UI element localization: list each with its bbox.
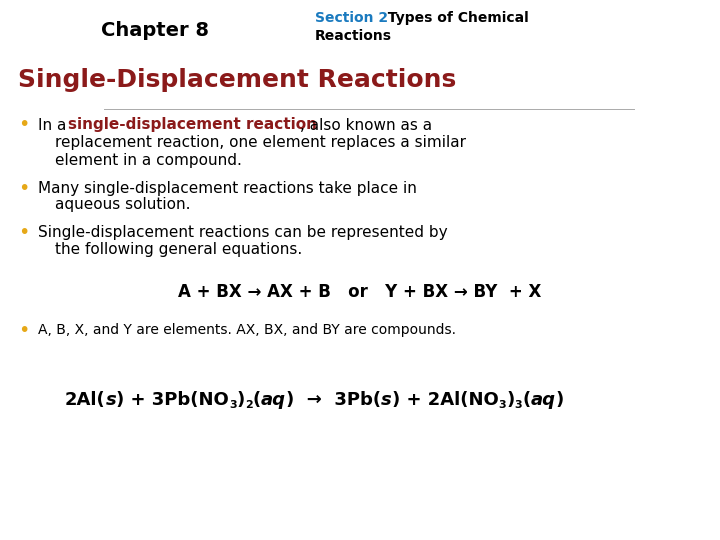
Text: ) + 2Al(NO: ) + 2Al(NO (392, 391, 499, 409)
Text: Reactions: Reactions (315, 29, 392, 43)
Text: 3: 3 (515, 400, 522, 410)
Text: s: s (382, 391, 392, 409)
Text: ): ) (506, 391, 515, 409)
Text: A, B, X, and Y are elements. AX, BX, and BY are compounds.: A, B, X, and Y are elements. AX, BX, and… (38, 323, 456, 337)
Text: 2Al(: 2Al( (65, 391, 106, 409)
Text: A + BX → AX + B   or   Y + BX → BY  + X: A + BX → AX + B or Y + BX → BY + X (179, 283, 541, 301)
Text: Single-displacement reactions can be represented by: Single-displacement reactions can be rep… (38, 226, 448, 240)
Text: , also known as a: , also known as a (300, 118, 432, 132)
Text: single-displacement reaction: single-displacement reaction (68, 118, 317, 132)
Text: (: ( (522, 391, 531, 409)
Text: Section 2: Section 2 (315, 11, 388, 25)
Text: the following general equations.: the following general equations. (55, 242, 302, 258)
Text: •: • (18, 224, 30, 242)
Text: )  →  3Pb(: ) → 3Pb( (286, 391, 382, 409)
Text: 3: 3 (499, 400, 506, 410)
Text: (: ( (253, 391, 261, 409)
Text: Chapter 8: Chapter 8 (101, 21, 209, 39)
Text: ): ) (556, 391, 564, 409)
Text: element in a compound.: element in a compound. (55, 152, 242, 167)
Text: s: s (106, 391, 117, 409)
Text: aqueous solution.: aqueous solution. (55, 198, 191, 213)
Text: aq: aq (531, 391, 556, 409)
Text: •: • (18, 116, 30, 134)
Text: ) + 3Pb(NO: ) + 3Pb(NO (117, 391, 229, 409)
Text: replacement reaction, one element replaces a similar: replacement reaction, one element replac… (55, 136, 466, 151)
Text: ): ) (237, 391, 245, 409)
Text: •: • (18, 321, 30, 340)
Text: 2: 2 (245, 400, 253, 410)
Text: aq: aq (261, 391, 286, 409)
Text: •: • (18, 179, 30, 198)
Text: Single-Displacement Reactions: Single-Displacement Reactions (18, 68, 456, 92)
Text: In a: In a (38, 118, 71, 132)
Text: 3: 3 (229, 400, 237, 410)
Text: Types of Chemical: Types of Chemical (378, 11, 528, 25)
Text: Many single-displacement reactions take place in: Many single-displacement reactions take … (38, 180, 417, 195)
